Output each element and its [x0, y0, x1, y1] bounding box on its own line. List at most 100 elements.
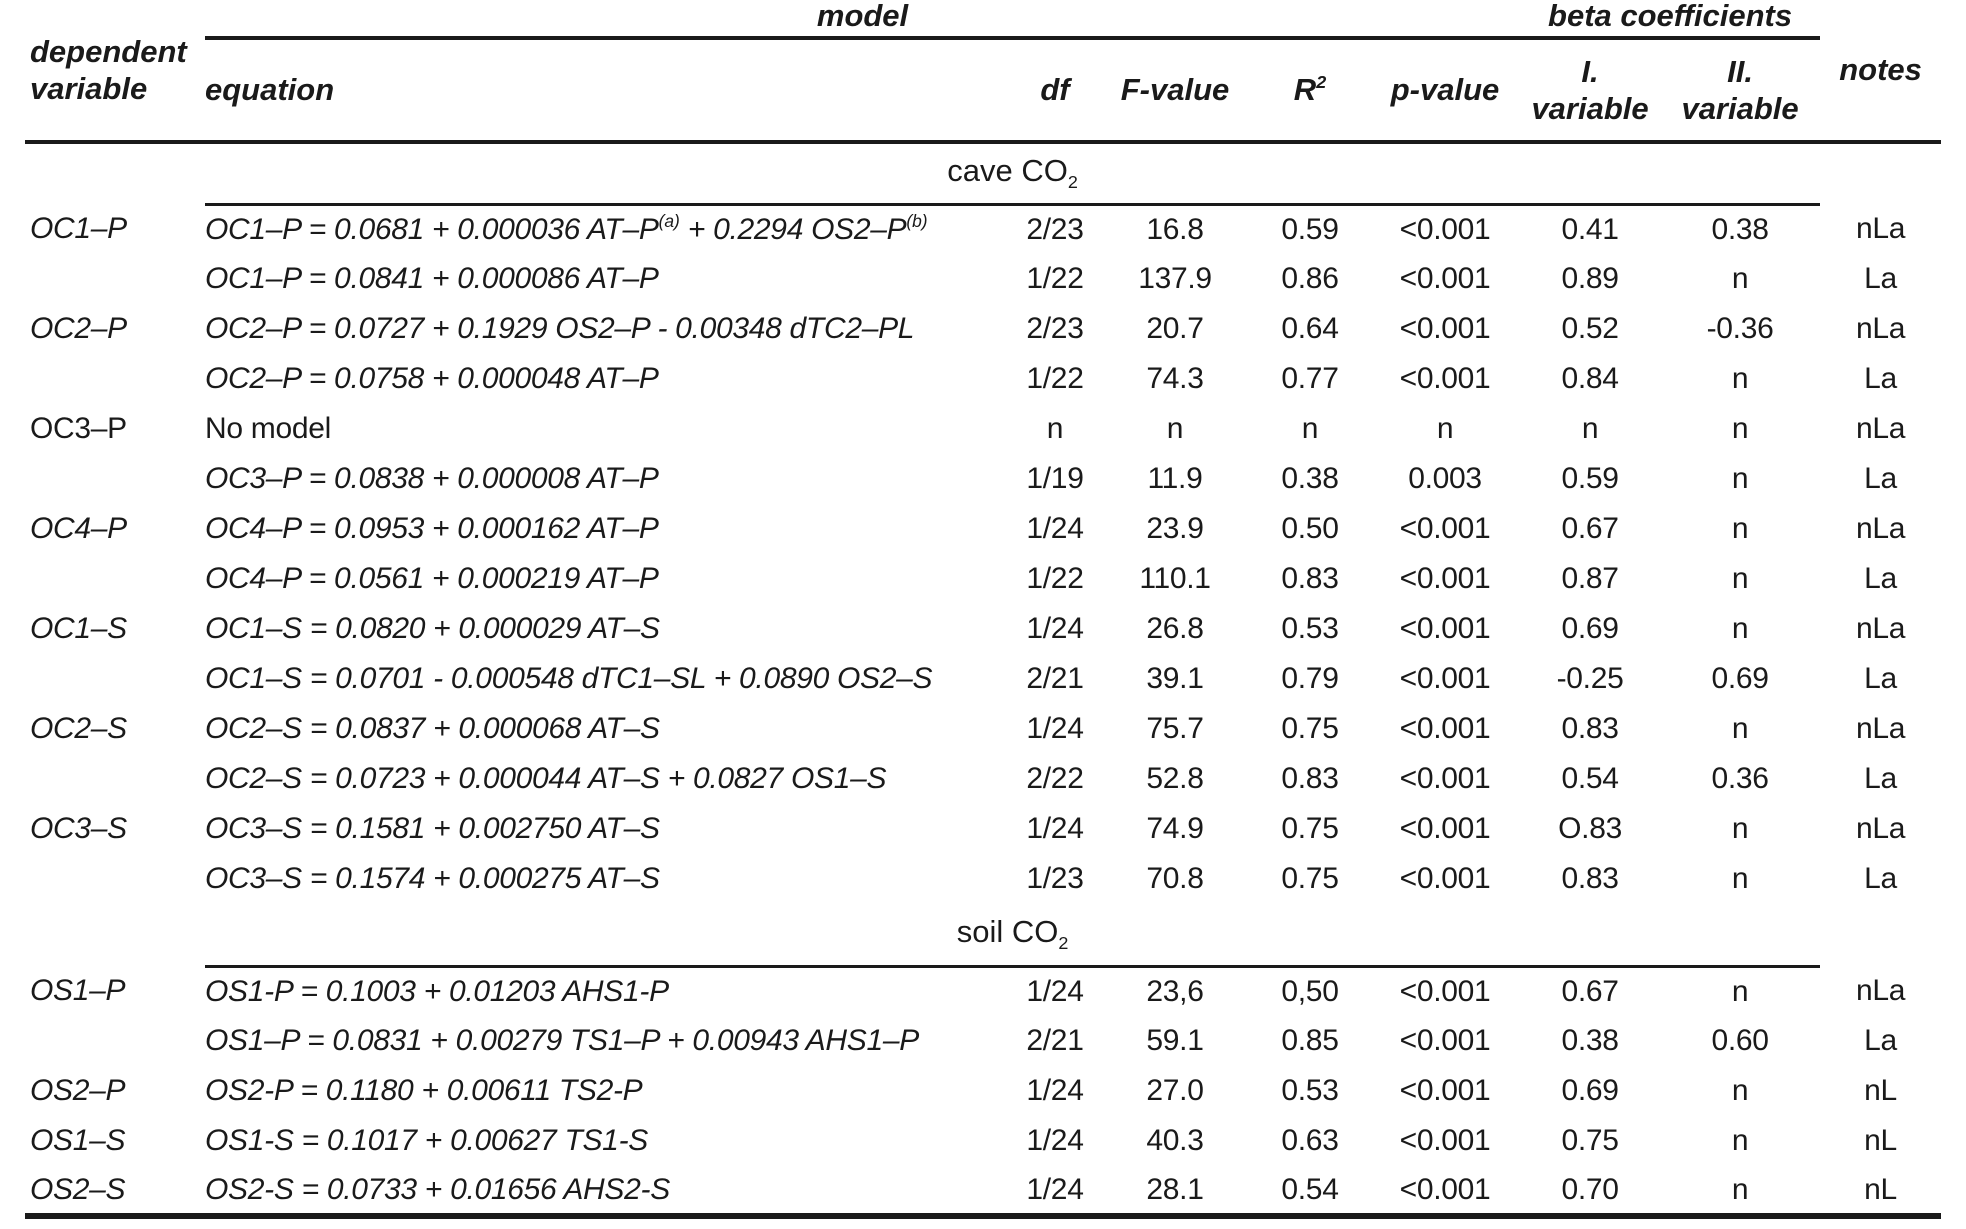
f-value-cell: 23,6 — [1146, 974, 1204, 1008]
r-squared-cell: 0.54 — [1250, 1166, 1370, 1219]
dependent-variable-cell: OS1–S — [30, 1124, 126, 1157]
beta-2-cell: 0.38 — [1711, 212, 1769, 246]
notes-cell: nLa — [1855, 612, 1906, 645]
df-cell: 1/24 — [1010, 1166, 1100, 1219]
beta-1-cell: 0.83 — [1561, 862, 1619, 895]
f-value-cell: n — [1166, 412, 1184, 445]
p-value-cell: <0.001 — [1399, 712, 1491, 745]
dependent-variable-cell — [25, 654, 205, 704]
r-squared-cell: 0.75 — [1281, 862, 1339, 895]
table-row: OC1–P = 0.0841 + 0.000086 AT–P 1/22 137.9 0… — [25, 254, 1941, 304]
notes-cell: nL — [1864, 1124, 1897, 1157]
f-value-cell: 74.9 — [1146, 812, 1204, 845]
df-cell: 2/21 — [1026, 1024, 1084, 1057]
table-row: OC1–S = 0.0701 - 0.000548 dTC1–SL + 0.08… — [25, 654, 1941, 704]
equation-cell: OC1–P = 0.0841 + 0.000086 AT–P — [205, 254, 1010, 304]
df-cell: 2/23 — [1026, 212, 1084, 246]
p-value-cell: <0.001 — [1399, 212, 1491, 246]
beta-2-cell: n — [1660, 1166, 1821, 1219]
r-squared-cell: 0.83 — [1281, 762, 1339, 795]
r-squared-base: R — [1293, 72, 1317, 108]
df-cell: 1/24 — [1026, 812, 1084, 845]
beta-1-cell: 0.38 — [1561, 1024, 1619, 1057]
section-spacer — [25, 142, 205, 204]
f-value-cell: 52.8 — [1146, 762, 1204, 795]
equation-text: OC2–S = 0.0723 + 0.000044 AT–S + 0.0827 … — [205, 762, 887, 795]
notes-cell: La — [1864, 262, 1897, 295]
notes-cell: La — [1864, 462, 1897, 495]
col-header-p-value: p-value — [1370, 38, 1521, 144]
table-row: OC2–P = 0.0758 + 0.000048 AT–P 1/22 74.3 0.… — [25, 354, 1941, 404]
beta-1-cell: 0.75 — [1561, 1124, 1619, 1157]
df-cell: 1/24 — [1026, 1124, 1084, 1157]
p-value-cell: <0.001 — [1399, 974, 1491, 1008]
notes-cell: La — [1864, 362, 1897, 395]
dependent-variable-cell: OC2–P — [30, 312, 127, 345]
equation-cell: OC4–P = 0.0561 + 0.000219 AT–P — [205, 554, 1010, 604]
column-header-row: equation df F-value R2 p-value I. variab… — [25, 38, 1941, 144]
f-value-cell: 40.3 — [1146, 1124, 1204, 1157]
f-value-cell: 59.1 — [1146, 1024, 1204, 1057]
equation-text: OS2-S = 0.0733 + 0.01656 AHS2-S — [205, 1172, 670, 1206]
equation-cell: OC2–P = 0.0727 + 0.1929 OS2–P - 0.00348 … — [205, 304, 1010, 354]
df-cell: 1/23 — [1026, 862, 1084, 895]
r-squared-cell: 0.83 — [1281, 562, 1339, 595]
notes-cell: La — [1864, 1024, 1897, 1057]
section-label: soil CO2 — [205, 904, 1821, 968]
dependent-variable-cell — [25, 554, 205, 604]
col-header-dependent-variable: dependent variable — [25, 0, 205, 144]
table-row: OS2–S OS2-S = 0.0733 + 0.01656 AHS2-S 1/24… — [25, 1166, 1942, 1219]
notes-cell: nLa — [1855, 512, 1906, 545]
group-header-row: dependent variable model beta coefficien… — [25, 0, 1942, 144]
col-header-equation: equation — [205, 38, 1010, 144]
r-squared-exponent: 2 — [1316, 72, 1327, 93]
beta-1-cell: 0.67 — [1561, 974, 1619, 1008]
equation-text: OC1–S = 0.0820 + 0.000029 AT–S — [205, 612, 660, 645]
equation-text: + 0.2294 OS2–P — [679, 213, 907, 247]
p-value-cell: <0.001 — [1399, 1074, 1491, 1107]
notes-cell: La — [1864, 562, 1897, 595]
df-cell: 1/24 — [1026, 512, 1084, 545]
table-body: cave CO2 OC1–P OC1–P = 0.0681 + 0.000036 A… — [25, 142, 1942, 1219]
r-squared-cell: 0.86 — [1281, 262, 1339, 295]
beta-2-cell: n — [1731, 562, 1749, 595]
dependent-variable-cell — [25, 454, 205, 504]
p-value-cell: <0.001 — [1399, 562, 1491, 595]
p-value-cell: <0.001 — [1399, 612, 1491, 645]
beta-1-cell: 0.69 — [1561, 612, 1619, 645]
f-value-cell: 74.3 — [1146, 362, 1204, 395]
p-value-cell: <0.001 — [1399, 1024, 1491, 1057]
dependent-variable-cell: OC3–S — [30, 812, 127, 845]
equation-cell: OC3–P = 0.0838 + 0.000008 AT–P — [205, 454, 1010, 504]
section-spacer — [25, 904, 205, 966]
equation-superscript: (b) — [906, 211, 928, 232]
equation-cell: OC2–S = 0.0837 + 0.000068 AT–S — [205, 704, 1010, 754]
r-squared-cell: 0.77 — [1281, 362, 1339, 395]
f-value-cell: 26.8 — [1146, 612, 1204, 645]
equation-cell: OS2-P = 0.1180 + 0.00611 TS2-P — [205, 1066, 1010, 1116]
beta-2-cell: n — [1731, 362, 1749, 395]
equation-cell: OC1–P = 0.0681 + 0.000036 AT–P(a) + 0.22… — [205, 204, 1010, 254]
beta-2-cell: n — [1731, 812, 1749, 845]
notes-cell: La — [1864, 662, 1897, 695]
beta-1-cell: 0.83 — [1561, 712, 1619, 745]
equation-text: OC3–S = 0.1581 + 0.002750 AT–S — [205, 812, 660, 845]
f-value-cell: 39.1 — [1146, 662, 1204, 695]
section-header-row: soil CO2 — [25, 904, 1941, 968]
equation-text: OS1-S = 0.1017 + 0.00627 TS1-S — [205, 1124, 648, 1157]
equation-cell: OC1–S = 0.0701 - 0.000548 dTC1–SL + 0.08… — [205, 654, 1010, 704]
r-squared-cell: 0.38 — [1281, 462, 1339, 495]
dependent-variable-cell: OC1–P — [30, 212, 127, 245]
col-header-f-value: F-value — [1100, 38, 1250, 144]
beta-1-cell: n — [1581, 412, 1599, 445]
group-header-model: model — [205, 0, 1521, 40]
beta-1-cell: 0.89 — [1561, 262, 1619, 295]
f-value-cell: 137.9 — [1138, 262, 1212, 295]
col-header-variable-1: I. variable — [1520, 38, 1661, 144]
equation-cell: OC4–P = 0.0953 + 0.000162 AT–P — [205, 504, 1010, 554]
table-row: OS1–S OS1-S = 0.1017 + 0.00627 TS1-S 1/24 4… — [25, 1116, 1941, 1166]
table-row: OC2–S = 0.0723 + 0.000044 AT–S + 0.0827 … — [25, 754, 1941, 804]
dependent-variable-cell: OS2–P — [30, 1074, 126, 1107]
dependent-variable-cell — [25, 854, 205, 904]
beta-1-cell: -0.25 — [1556, 662, 1624, 695]
